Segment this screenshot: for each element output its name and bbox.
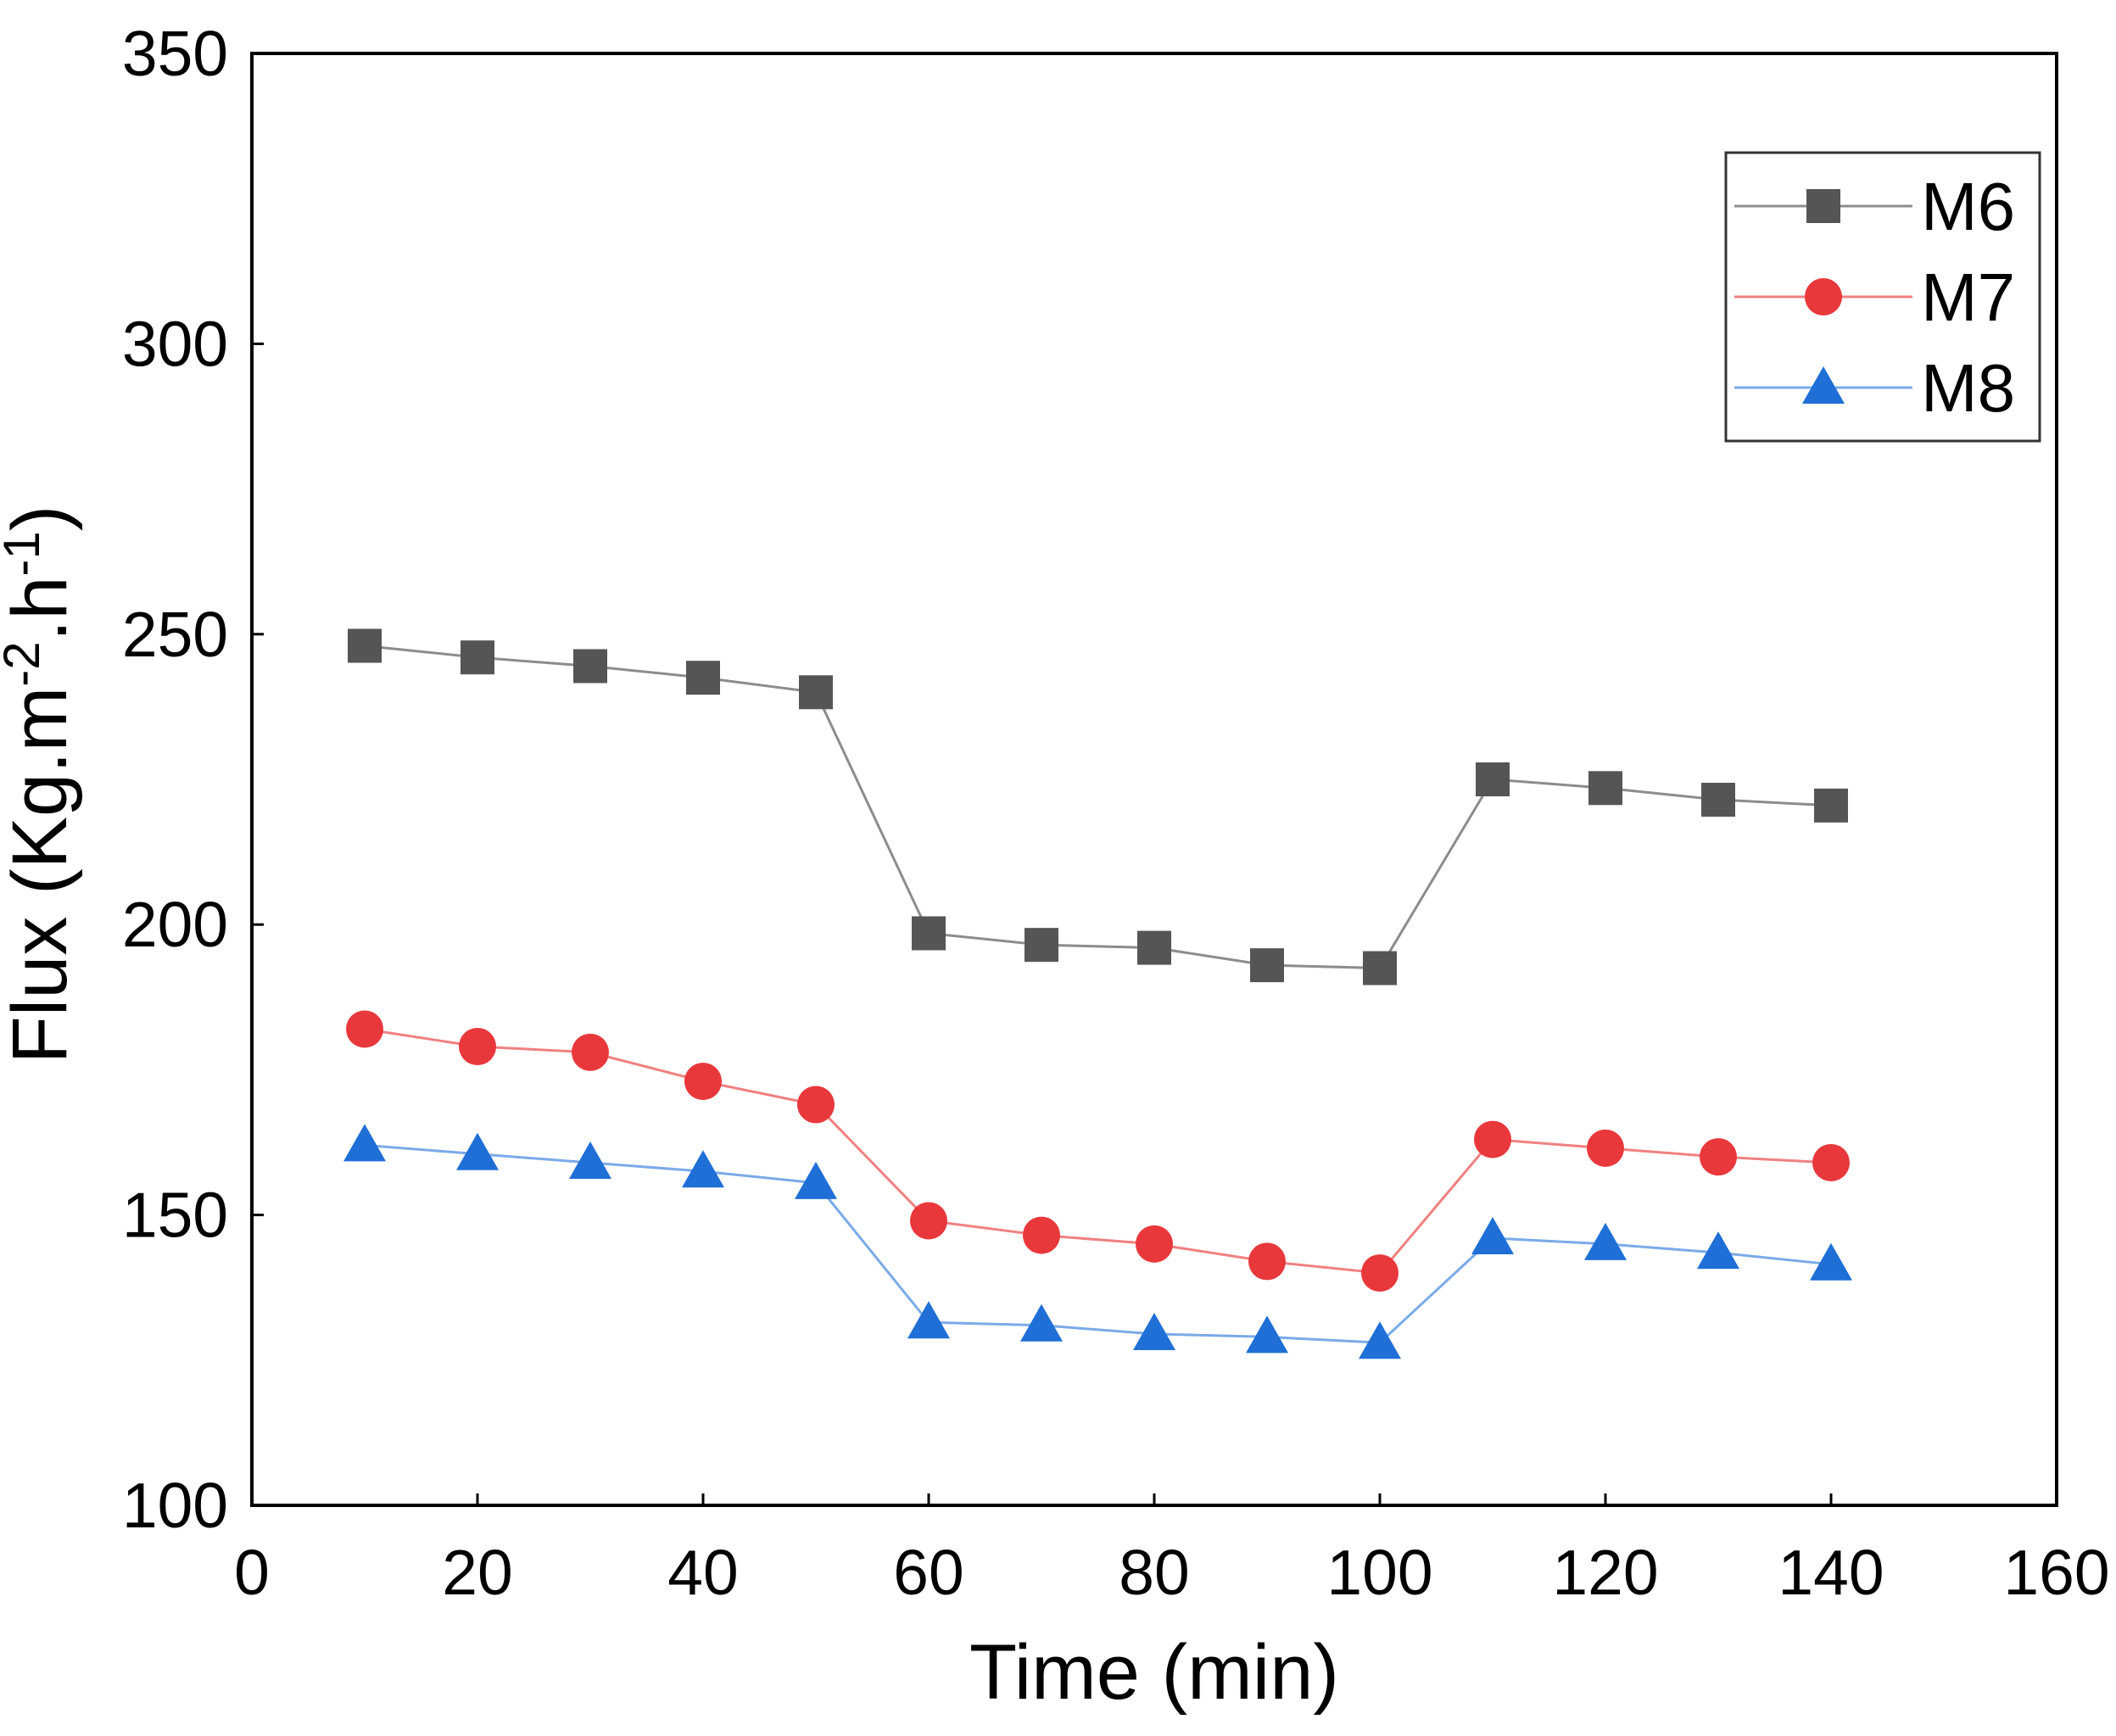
data-point-m8 [1359,1321,1401,1359]
x-axis-ticks: 0 20 40 60 80 100 120 140 160 [234,1493,2110,1608]
legend-label-m7: M7 [1921,260,2015,335]
legend-marker-m6 [1806,189,1840,223]
y-tick-label: 200 [122,889,228,960]
y-axis-title: Flux (Kg.m-2.h-1) [0,505,83,1064]
data-point-m6 [1025,928,1058,963]
y-tick-label: 250 [122,599,228,670]
data-point-m7 [1023,1216,1060,1254]
data-point-m8 [456,1132,499,1170]
series-layer [343,628,1852,1359]
data-point-m8 [1471,1216,1514,1254]
data-point-m6 [1814,788,1848,823]
data-point-m7 [1361,1254,1399,1292]
data-point-m7 [1248,1242,1286,1281]
x-tick-label: 140 [1778,1537,1884,1608]
x-tick-label: 120 [1552,1537,1658,1608]
y-axis-ticks: 100 150 200 250 300 350 [122,18,264,1541]
y-axis-title-sup2: -1 [0,531,50,576]
legend-label-m6: M6 [1921,169,2015,244]
data-point-m8 [569,1141,611,1179]
series-line-m7 [364,1027,1832,1275]
y-tick-label: 100 [122,1470,228,1541]
x-tick-label: 0 [234,1537,270,1608]
series-line-m8 [364,1143,1832,1344]
series-m8 [343,1124,1852,1359]
data-point-m7 [910,1202,947,1240]
data-point-m7 [346,1010,383,1048]
data-point-m6 [1701,782,1735,817]
data-point-m7 [572,1033,609,1071]
y-tick-label: 300 [122,308,228,379]
data-point-m7 [684,1063,722,1101]
x-tick-label: 20 [442,1537,512,1608]
data-point-m8 [682,1150,724,1188]
data-point-m8 [1584,1222,1627,1260]
data-point-m6 [573,649,607,684]
y-axis-title-sup1: -2 [0,641,50,686]
data-point-m8 [795,1161,837,1199]
data-point-m6 [348,628,382,663]
data-point-m6 [912,916,946,951]
data-point-m6 [1363,951,1397,985]
data-point-m7 [797,1086,835,1124]
x-tick-label: 100 [1326,1537,1432,1608]
data-point-m6 [1250,948,1284,983]
data-point-m8 [1246,1315,1288,1354]
y-tick-label: 150 [122,1180,228,1251]
data-point-m8 [907,1301,950,1339]
data-point-m8 [1810,1242,1852,1281]
data-point-m7 [1474,1120,1511,1158]
series-line-m6 [364,645,1832,970]
series-m6 [348,628,1848,985]
x-tick-label: 60 [893,1537,963,1608]
data-point-m7 [1812,1143,1850,1181]
data-point-m6 [1588,771,1622,806]
data-point-m7 [1136,1225,1173,1263]
y-axis-title-mid: .h [0,577,83,642]
data-point-m7 [459,1028,496,1066]
data-point-m6 [799,675,833,710]
data-point-m6 [461,640,494,675]
y-tick-label: 350 [122,18,228,89]
data-point-m7 [1700,1138,1737,1176]
legend-marker-m8 [1802,366,1845,404]
data-point-m6 [686,661,720,695]
data-point-m8 [343,1124,386,1162]
y-axis-title-main: Flux (Kg.m [0,687,83,1064]
x-tick-label: 80 [1119,1537,1189,1608]
data-point-m6 [1137,930,1171,965]
legend: M6 M7 M8 [1724,151,2041,443]
x-tick-label: 40 [667,1537,738,1608]
data-point-m8 [1697,1231,1739,1270]
series-m7 [346,1010,1850,1292]
x-tick-label: 160 [2003,1537,2109,1608]
x-axis-title: Time (min) [969,1629,1339,1716]
legend-marker-m7 [1805,278,1842,315]
y-axis-title-end: ) [0,505,83,532]
data-point-m6 [1476,762,1510,796]
data-point-m8 [1020,1303,1063,1342]
data-point-m8 [1133,1312,1175,1350]
legend-label-m8: M8 [1921,350,2015,426]
data-point-m7 [1587,1129,1624,1167]
